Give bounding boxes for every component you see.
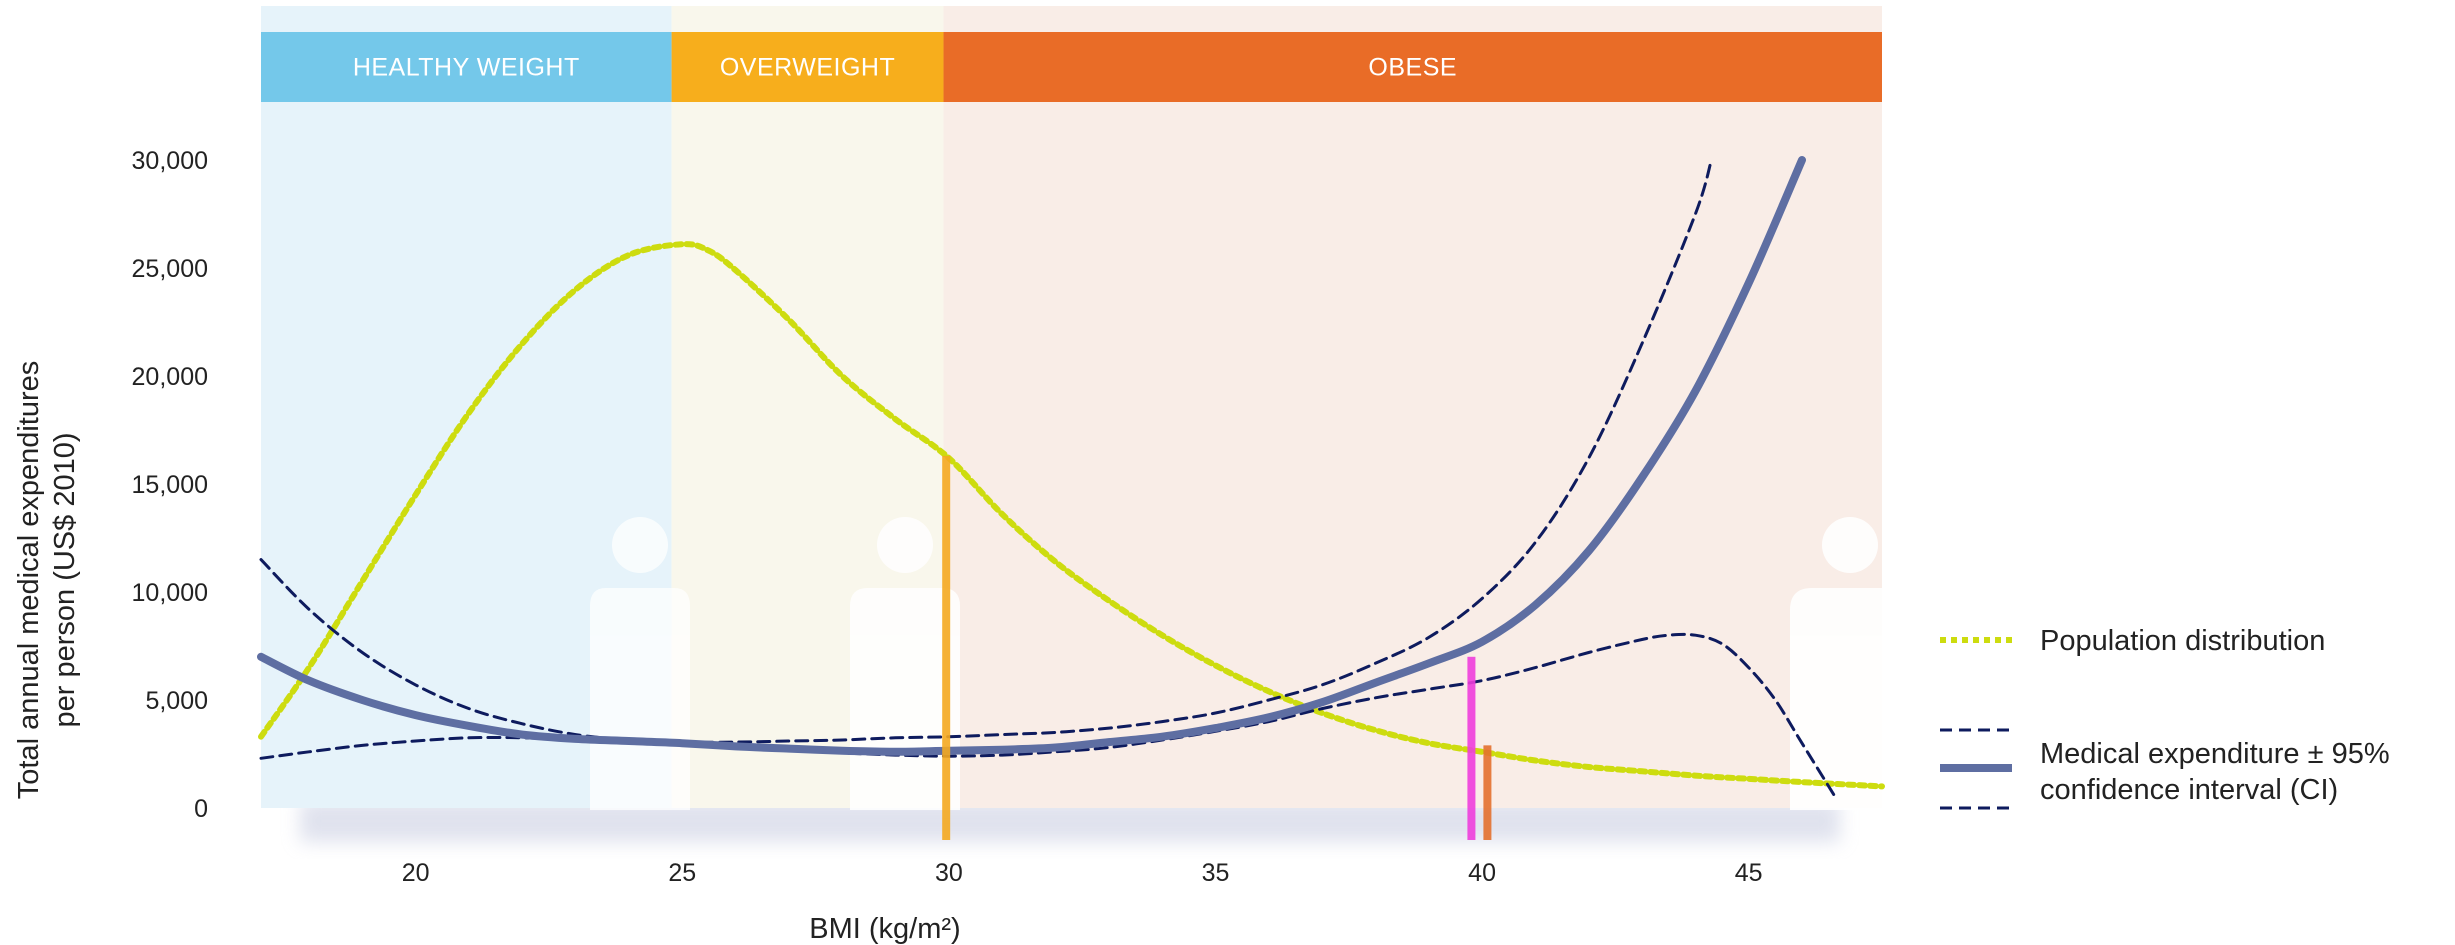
legend: Population distribution Medical expendit… xyxy=(1940,625,2390,808)
x-tick-label: 40 xyxy=(1468,859,1496,887)
vertical-marker-0 xyxy=(942,456,950,840)
y-tick-label: 15,000 xyxy=(132,471,208,499)
x-axis-title: BMI (kg/m²) xyxy=(809,913,960,945)
x-tick-label: 30 xyxy=(935,859,963,887)
y-axis-title: Total annual medical expenditures per pe… xyxy=(13,361,81,800)
y-tick-label: 20,000 xyxy=(132,363,208,391)
legend-label-expenditure-line1: Medical expenditure ± 95% xyxy=(2040,738,2390,770)
band-label-1: OVERWEIGHT xyxy=(720,54,895,82)
y-tick-label: 30,000 xyxy=(132,147,208,175)
category-bands: HEALTHY WEIGHT OVERWEIGHT OBESE xyxy=(261,6,1882,808)
band-label-2: OBESE xyxy=(1368,54,1457,82)
y-tick-label: 25,000 xyxy=(132,255,208,283)
y-tick-label: 10,000 xyxy=(132,579,208,607)
svg-text:per person (US$ 2010): per person (US$ 2010) xyxy=(49,433,81,728)
y-tick-label: 0 xyxy=(194,795,208,823)
y-axis-ticks: 0 5,000 10,000 15,000 20,000 25,000 30,000 xyxy=(132,147,208,823)
band-label-0: HEALTHY WEIGHT xyxy=(353,54,580,82)
x-tick-label: 35 xyxy=(1202,859,1230,887)
legend-label-expenditure-line2: confidence interval (CI) xyxy=(2040,774,2338,806)
x-tick-label: 25 xyxy=(668,859,696,887)
y-tick-label: 5,000 xyxy=(145,687,208,715)
vertical-marker-1 xyxy=(1467,657,1475,840)
band-background-2 xyxy=(944,6,1882,808)
vertical-marker-2 xyxy=(1483,745,1491,840)
legend-label-population: Population distribution xyxy=(2040,625,2325,657)
x-tick-label: 45 xyxy=(1735,859,1763,887)
svg-text:Total annual medical expenditu: Total annual medical expenditures xyxy=(13,361,45,800)
x-axis-ticks: 20 25 30 35 40 45 xyxy=(402,859,1763,887)
x-tick-label: 20 xyxy=(402,859,430,887)
